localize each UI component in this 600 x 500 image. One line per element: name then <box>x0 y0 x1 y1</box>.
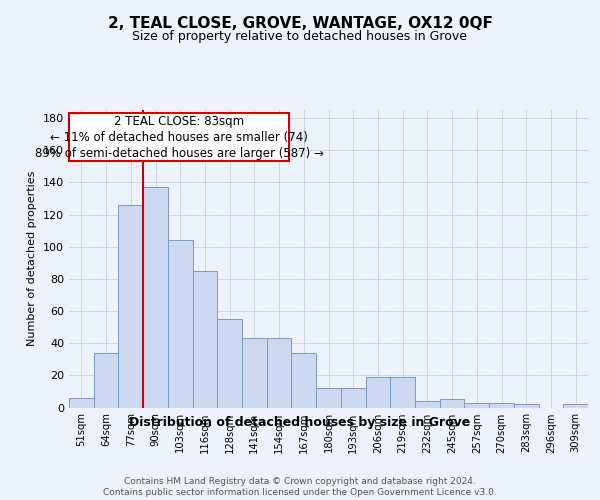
Bar <box>563 404 588 407</box>
Bar <box>365 377 390 408</box>
Bar <box>489 402 514 407</box>
Text: ← 11% of detached houses are smaller (74): ← 11% of detached houses are smaller (74… <box>50 131 308 144</box>
Bar <box>168 240 193 408</box>
Bar <box>217 319 242 408</box>
Bar <box>69 398 94 407</box>
Bar <box>267 338 292 407</box>
Bar <box>118 205 143 408</box>
Bar <box>464 402 489 407</box>
Bar <box>514 404 539 407</box>
Bar <box>242 338 267 407</box>
Bar <box>341 388 365 407</box>
Text: Distribution of detached houses by size in Grove: Distribution of detached houses by size … <box>130 416 470 429</box>
Text: 2, TEAL CLOSE, GROVE, WANTAGE, OX12 0QF: 2, TEAL CLOSE, GROVE, WANTAGE, OX12 0QF <box>107 16 493 32</box>
Bar <box>292 353 316 408</box>
Bar <box>143 187 168 408</box>
Text: Size of property relative to detached houses in Grove: Size of property relative to detached ho… <box>133 30 467 43</box>
Bar <box>440 400 464 407</box>
Bar <box>316 388 341 407</box>
Text: Contains HM Land Registry data © Crown copyright and database right 2024.
Contai: Contains HM Land Registry data © Crown c… <box>103 478 497 497</box>
Bar <box>193 271 217 407</box>
Bar <box>94 353 118 408</box>
Text: 89% of semi-detached houses are larger (587) →: 89% of semi-detached houses are larger (… <box>35 147 323 160</box>
Bar <box>390 377 415 408</box>
Y-axis label: Number of detached properties: Number of detached properties <box>28 171 37 346</box>
Bar <box>415 401 440 407</box>
FancyBboxPatch shape <box>69 113 289 162</box>
Text: 2 TEAL CLOSE: 83sqm: 2 TEAL CLOSE: 83sqm <box>114 115 244 128</box>
